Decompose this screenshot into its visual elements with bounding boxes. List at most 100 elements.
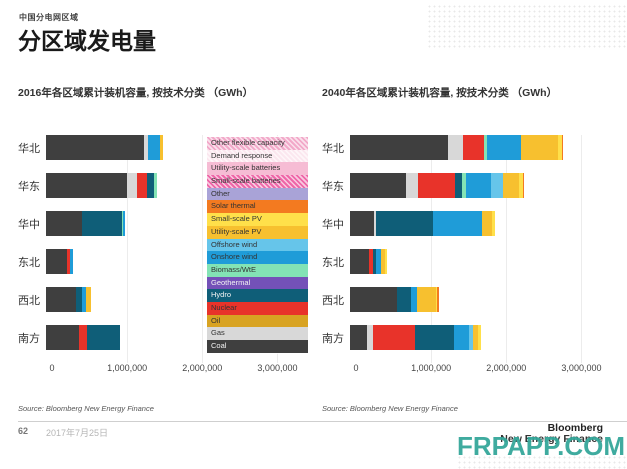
bar-segment	[461, 173, 466, 198]
bar-segment	[123, 211, 125, 236]
bar-segment	[46, 135, 145, 160]
bar-segment	[478, 325, 481, 350]
legend-item: Solar thermal	[207, 200, 308, 214]
chart-title-2016: 2016年各区域累计装机容量, 按技术分类 （GWh）	[18, 87, 254, 99]
axis-tick-label: 2,000,000	[486, 363, 527, 373]
legend-item: Biomass/WtE	[207, 263, 308, 277]
legend-item: Utility-scale PV	[207, 225, 308, 239]
bar-segment	[414, 325, 454, 350]
bar-segment	[46, 211, 83, 236]
category-label: 华中	[322, 218, 344, 231]
bar-row-3: 东北	[18, 249, 302, 274]
bar-segment	[380, 249, 386, 274]
bar-segment	[492, 211, 496, 236]
gridline	[506, 135, 508, 363]
page-number: 62	[18, 426, 29, 436]
axis-tick-label: 1,000,000	[411, 363, 452, 373]
bar-segment	[350, 211, 375, 236]
bar-segment	[396, 287, 411, 312]
bar-segment	[406, 173, 418, 198]
axis-tick-label: 3,000,000	[561, 363, 602, 373]
bar-segment	[435, 287, 438, 312]
legend-item: Nuclear	[207, 301, 308, 315]
bar-segment	[46, 325, 80, 350]
bar-track	[350, 249, 598, 274]
bar-segment	[46, 173, 128, 198]
bar-segment	[437, 287, 439, 312]
x-axis-2040: 0 1,000,000 2,000,000 3,000,000	[353, 363, 604, 377]
category-label: 华东	[322, 180, 344, 193]
bar-segment	[86, 287, 92, 312]
bar-track	[350, 135, 598, 160]
bar-track	[350, 173, 598, 198]
bar-segment	[558, 135, 562, 160]
bar-segment	[385, 249, 387, 274]
bar-segment	[146, 173, 154, 198]
bar-segment	[373, 249, 376, 274]
bar-segment	[366, 325, 374, 350]
legend-item: Small-scale PV	[207, 213, 308, 226]
category-label: 华北	[322, 142, 344, 155]
bar-segment	[373, 325, 415, 350]
bar-track	[46, 173, 294, 198]
bar-segment	[87, 325, 120, 350]
chart-2040: 2040年各区域累计装机容量, 按技术分类 （GWh） 华北 华东 华中 东北 西北 南方…	[322, 85, 606, 413]
bar-segment	[453, 325, 470, 350]
bar-row-5: 南方	[322, 325, 606, 350]
bar-segment	[491, 173, 503, 198]
page-title: 分区域发电量	[18, 28, 156, 54]
bar-row-4: 西北	[322, 287, 606, 312]
bar-segment	[375, 211, 434, 236]
bar-segment	[502, 173, 520, 198]
axis-tick-label: 3,000,000	[257, 363, 298, 373]
dot-pattern-top	[427, 4, 627, 48]
bar-segment	[455, 173, 462, 198]
bar-segment	[417, 173, 456, 198]
grid-layer	[356, 135, 604, 363]
bar-row-2: 华中	[322, 211, 606, 236]
legend-item: Small-scale batteries	[207, 175, 308, 188]
bar-segment	[159, 135, 164, 160]
bloomberg-logo: Bloomberg New Energy Finance	[500, 423, 603, 445]
legend-item: Coal	[207, 340, 308, 353]
plot-area-2040: 华北 华东 华中 东北 西北 南方	[322, 135, 606, 363]
bar-segment	[410, 287, 417, 312]
bar-segment	[520, 135, 559, 160]
bar-segment	[374, 211, 376, 236]
bar-track	[46, 249, 294, 274]
bar-segment	[350, 173, 407, 198]
bar-segment	[462, 135, 485, 160]
bar-segment	[484, 135, 488, 160]
bar-segment	[350, 249, 369, 274]
bar-segment	[447, 135, 463, 160]
bar-track	[350, 287, 598, 312]
bar-segment	[82, 211, 122, 236]
bar-row-1: 华东	[322, 173, 606, 198]
legend-item: Geothermal	[207, 276, 308, 290]
bar-segment	[561, 135, 564, 160]
category-label: 华东	[18, 180, 40, 193]
bar-segment	[350, 135, 448, 160]
bar-segment	[153, 173, 157, 198]
bar-segment	[416, 287, 436, 312]
axis-tick-label: 0	[49, 363, 55, 373]
legend-item: Onshore wind	[207, 251, 308, 264]
bar-segment	[519, 173, 523, 198]
category-label: 华中	[18, 218, 40, 231]
footer-date: 2017年7月25日	[46, 428, 109, 438]
bar-segment	[144, 135, 148, 160]
bar-segment	[473, 325, 479, 350]
bar-segment	[79, 325, 88, 350]
category-label: 南方	[322, 332, 344, 345]
plot-area-2016: 华北 华东 华中 东北 西北 南方	[18, 135, 302, 363]
chart-legend: Other flexible capacity Demand response Ut…	[207, 137, 308, 353]
eyebrow: 中国分电网区域	[19, 13, 79, 22]
dot-pattern-bottom	[457, 455, 627, 469]
legend-item: Hydro	[207, 289, 308, 302]
legend-item: Utility-scale batteries	[207, 162, 308, 176]
bar-row-2: 华中	[18, 211, 302, 236]
gridline	[431, 135, 433, 363]
bar-track	[46, 287, 294, 312]
bar-segment	[375, 249, 381, 274]
bar-track	[46, 325, 294, 350]
